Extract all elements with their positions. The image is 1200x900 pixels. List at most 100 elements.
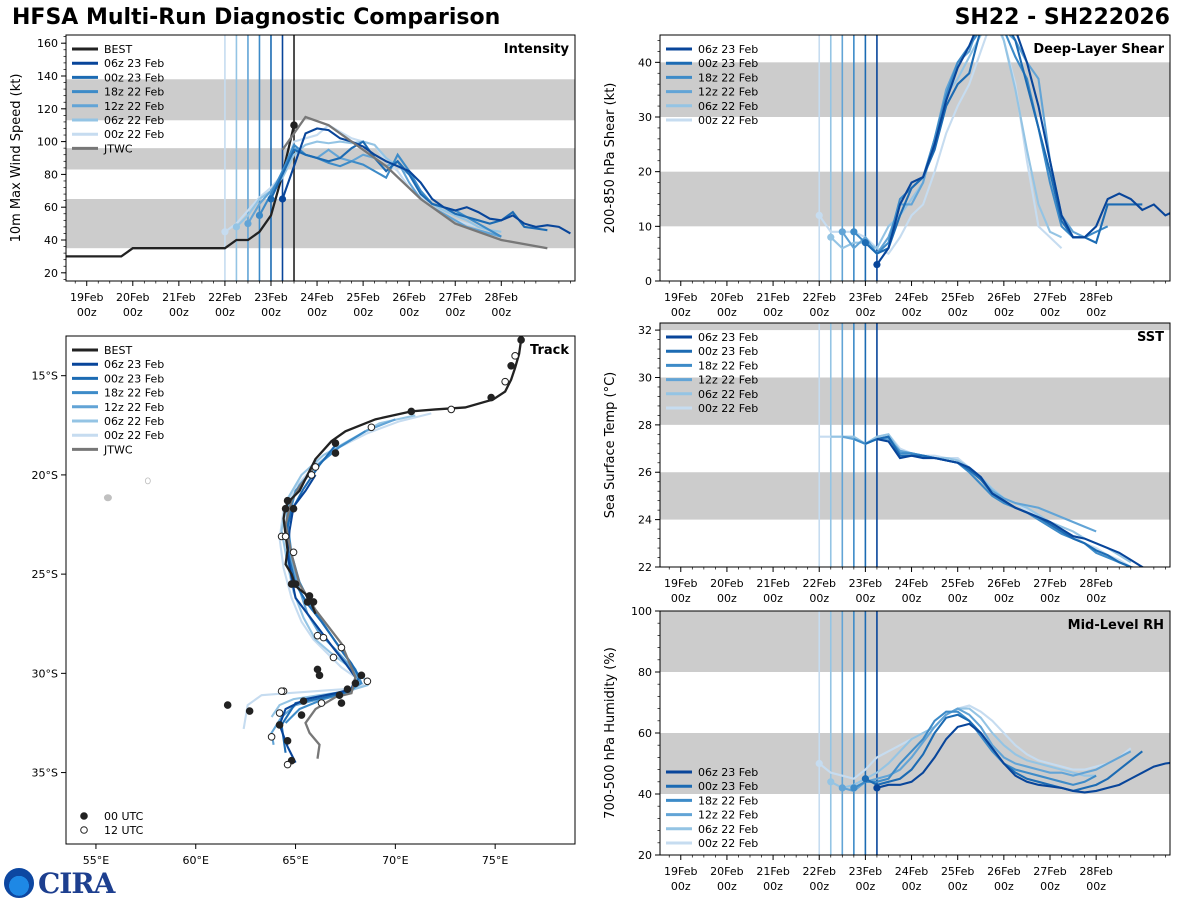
shear-xtick-hour-6: 00z	[948, 306, 968, 319]
rh-legend-label-2: 18z 22 Feb	[698, 794, 758, 807]
intensity-legend-label-0: BEST	[104, 43, 132, 56]
track-position-marker-29	[357, 671, 366, 680]
intensity-plot-area	[66, 35, 575, 281]
rh-xtick-hour-3: 00z	[809, 880, 829, 893]
sst-band-1	[660, 377, 1170, 425]
shear-ytick-label-2: 20	[638, 166, 652, 179]
intensity-legend-label-1: 06z 23 Feb	[104, 57, 164, 70]
shear-xtick-hour-3: 00z	[809, 306, 829, 319]
rh-init-marker-0	[873, 784, 881, 792]
sst-band-2	[660, 323, 1170, 331]
rh-series-4	[830, 707, 1097, 790]
shear-legend-label-2: 18z 22 Feb	[698, 71, 758, 84]
sst-xtick-day-5: 24Feb	[895, 577, 928, 590]
track-ytick-label-2: 25°S	[32, 568, 58, 581]
rh-xtick-hour-8: 00z	[1040, 880, 1060, 893]
track-position-marker-10	[311, 463, 320, 471]
rh-xtick-day-6: 25Feb	[941, 865, 974, 878]
track-position-marker-28	[315, 671, 324, 680]
shear-xtick-hour-7: 00z	[994, 306, 1014, 319]
track-position-marker-12	[283, 496, 292, 505]
track-best-line	[282, 339, 523, 615]
intensity-ytick-label-2: 60	[44, 201, 58, 214]
shear-xtick-day-5: 24Feb	[895, 291, 928, 304]
track-legend-00utc-label: 00 UTC	[104, 810, 144, 823]
rh-series-0	[876, 722, 1170, 794]
track-position-marker-44	[267, 733, 276, 741]
sst-ytick-label-2: 26	[638, 466, 652, 479]
track-xtick-label-4: 75°E	[482, 854, 508, 867]
sst-series-0	[876, 438, 1145, 567]
track-position-marker-14	[289, 504, 298, 513]
intensity-legend-label-3: 18z 22 Feb	[104, 86, 164, 99]
rh-legend-label-3: 12z 22 Feb	[698, 809, 758, 822]
track-position-marker-26	[329, 653, 338, 662]
intensity-xtick-day-9: 28Feb	[485, 291, 518, 304]
shear-xtick-day-8: 27Feb	[1033, 291, 1066, 304]
track-position-marker-13	[281, 504, 290, 513]
track-position-marker-22	[309, 598, 318, 606]
sst-band-0	[660, 472, 1170, 520]
shear-xtick-hour-5: 00z	[902, 306, 922, 319]
rh-init-marker-4	[827, 778, 835, 786]
sst-xtick-hour-0: 00z	[671, 592, 691, 605]
track-position-marker-6	[407, 407, 416, 416]
sst-panel-title: SST	[1137, 330, 1164, 345]
track-position-marker-34	[337, 699, 346, 707]
sst-legend-label-0: 06z 23 Feb	[698, 331, 758, 344]
intensity-legend-label-5: 06z 22 Feb	[104, 114, 164, 127]
track-position-marker-4	[487, 393, 495, 402]
rh-xtick-hour-2: 00z	[763, 880, 783, 893]
intensity-xtick-day-2: 21Feb	[162, 291, 195, 304]
shear-xtick-day-6: 25Feb	[941, 291, 974, 304]
intensity-xtick-hour-8: 00z	[445, 306, 465, 319]
sst-xtick-day-6: 25Feb	[941, 577, 974, 590]
intensity-ytick-label-7: 160	[37, 37, 58, 50]
rh-init-marker-5	[815, 759, 823, 768]
rh-xtick-day-9: 28Feb	[1079, 865, 1112, 878]
rh-xtick-hour-6: 00z	[948, 880, 968, 893]
intensity-best-marker	[290, 121, 298, 129]
sst-xtick-day-8: 27Feb	[1033, 577, 1066, 590]
rh-xtick-hour-9: 00z	[1086, 880, 1106, 893]
track-ytick-label-4: 35°S	[32, 767, 58, 780]
intensity-band-2	[66, 79, 575, 121]
track-position-marker-37	[299, 697, 308, 705]
shear-ytick-label-3: 30	[638, 111, 652, 124]
track-position-marker-3	[501, 377, 509, 386]
shear-init-marker-3	[838, 228, 846, 236]
shear-legend-label-3: 12z 22 Feb	[698, 86, 758, 99]
intensity-xtick-hour-1: 00z	[123, 306, 143, 319]
shear-xtick-day-4: 23Feb	[849, 291, 882, 304]
sst-xtick-day-4: 23Feb	[849, 577, 882, 590]
sst-ytick-label-4: 30	[638, 371, 652, 384]
sst-xtick-day-7: 26Feb	[987, 577, 1020, 590]
track-series-0	[278, 474, 357, 764]
intensity-panel: 20 40 60 80 100 120 140 160 19Feb 00z 20Feb 00z 21Fe…	[9, 34, 576, 319]
shear-xtick-day-2: 21Feb	[756, 291, 789, 304]
shear-xtick-hour-2: 00z	[763, 306, 783, 319]
track-position-marker-31	[351, 679, 360, 688]
shear-init-marker-1	[861, 239, 869, 247]
rh-xtick-day-5: 24Feb	[895, 865, 928, 878]
intensity-xtick-hour-3: 00z	[215, 306, 235, 319]
sst-xtick-hour-2: 00z	[763, 592, 783, 605]
intensity-init-marker-4	[232, 223, 241, 231]
intensity-xtick-day-7: 26Feb	[392, 291, 425, 304]
track-ytick-label-3: 30°S	[32, 667, 58, 680]
shear-series-0	[876, 35, 1170, 266]
sst-legend-label-2: 18z 22 Feb	[698, 359, 758, 372]
track-position-marker-36	[277, 687, 286, 696]
reunion-island	[103, 494, 112, 502]
intensity-ylabel: 10m Max Wind Speed (kt)	[9, 74, 24, 243]
sst-legend-label-5: 00z 22 Feb	[698, 402, 758, 415]
shear-init-marker-4	[827, 233, 835, 241]
track-position-marker-40	[245, 707, 254, 715]
rh-ytick-label-2: 60	[638, 727, 652, 740]
track-position-marker-24	[319, 633, 328, 642]
sst-xtick-hour-1: 00z	[717, 592, 737, 605]
rh-xtick-hour-1: 00z	[717, 880, 737, 893]
track-position-marker-45	[283, 737, 292, 745]
rh-ylabel: 700-500 hPa Humidity (%)	[603, 647, 618, 819]
sst-ytick-label-3: 28	[638, 419, 652, 432]
